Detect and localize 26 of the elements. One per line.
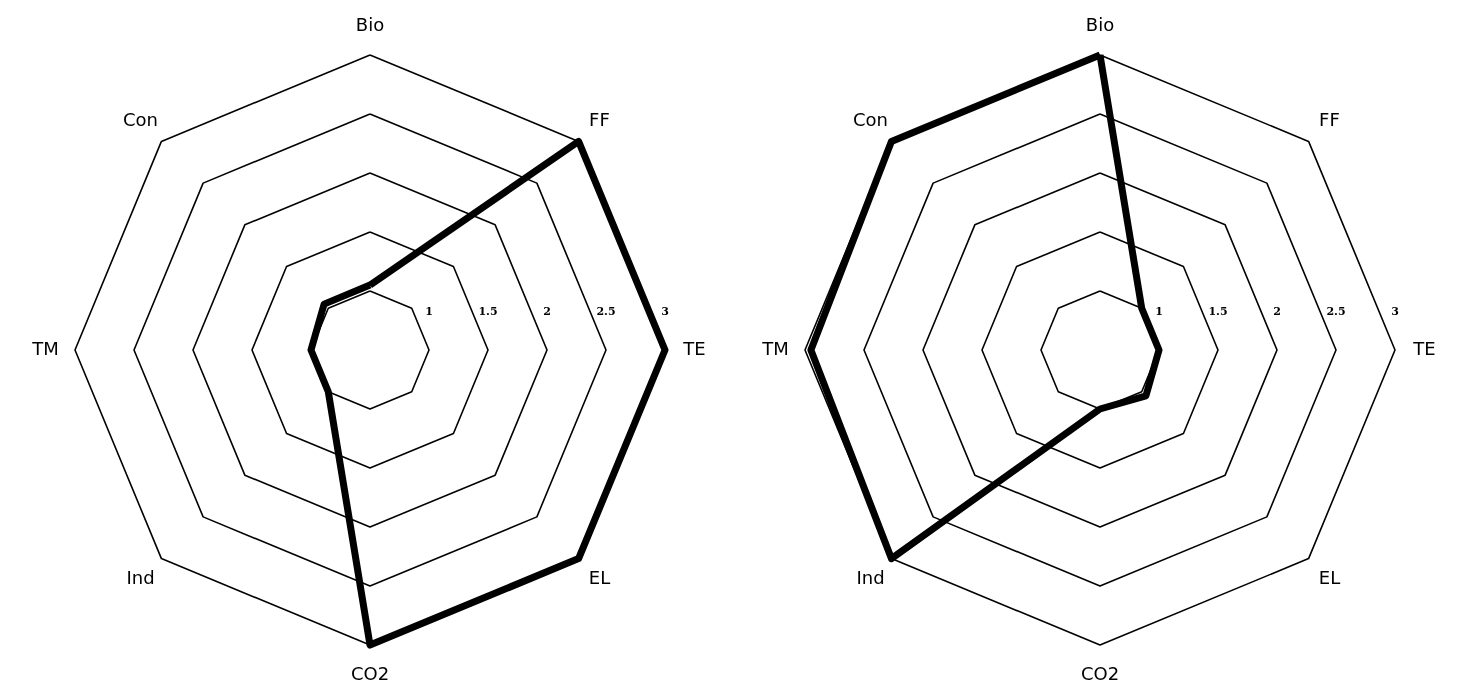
y-tick-label: 1.5 — [1208, 304, 1228, 318]
y-tick-label: 2 — [1273, 304, 1281, 318]
y-tick-label: 1.5 — [478, 304, 498, 318]
spoke-label: TM — [31, 338, 59, 359]
y-tick-label: 3 — [661, 304, 669, 318]
spoke-label: Con — [123, 108, 159, 130]
spoke-label: TE — [1412, 338, 1436, 359]
spoke-label: FF — [589, 108, 610, 130]
spoke-label: FF — [1319, 108, 1340, 130]
spoke-label: TE — [682, 338, 706, 359]
spoke-label: CO2 — [1080, 662, 1120, 684]
y-tick-label: 1 — [425, 304, 433, 318]
spoke-label: Bio — [1085, 13, 1115, 35]
spoke-label: EL — [1318, 567, 1341, 589]
spoke-label: TM — [761, 338, 789, 359]
y-tick-label: 3 — [1391, 304, 1399, 318]
y-tick-label: 1 — [1155, 304, 1163, 318]
spoke-label: EL — [588, 567, 611, 589]
y-tick-label: 2 — [543, 304, 551, 318]
spoke-label: Ind — [856, 567, 885, 589]
y-tick-label: 2.5 — [1326, 304, 1346, 318]
spoke-label: CO2 — [350, 662, 390, 684]
y-tick-label: 2.5 — [596, 304, 616, 318]
spoke-label: Con — [853, 108, 889, 130]
spoke-label: Ind — [126, 567, 155, 589]
spoke-label: Bio — [355, 13, 385, 35]
